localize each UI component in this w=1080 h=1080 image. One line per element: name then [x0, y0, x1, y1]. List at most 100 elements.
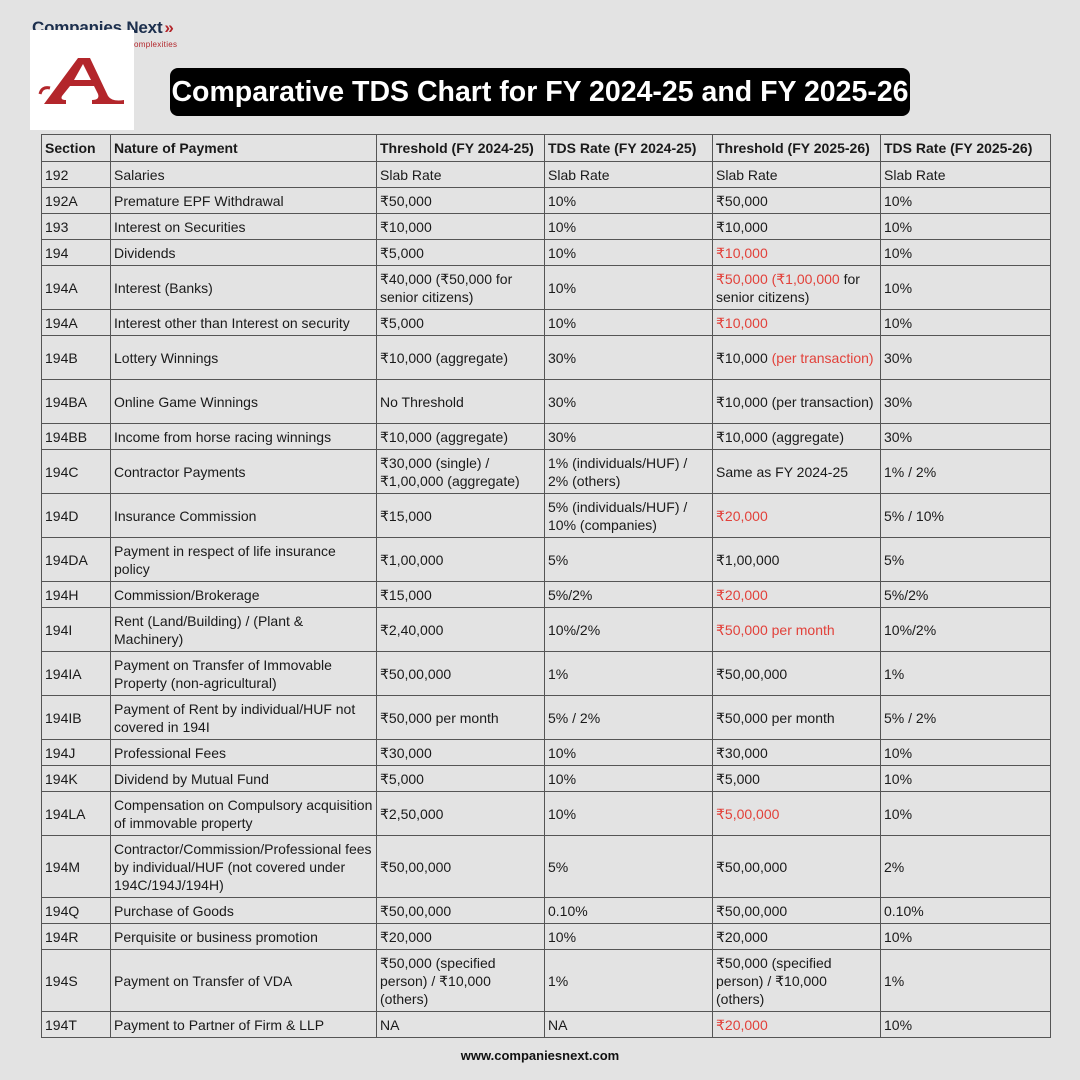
section-cell: 194A [41, 265, 111, 310]
table-row: 194BA Online Game Winnings No Threshold 30%… [41, 379, 1051, 424]
threshold-2024-cell: ₹10,000 (aggregate) [376, 423, 545, 450]
rate-2025-cell: 10% [880, 739, 1051, 766]
nature-cell: Online Game Winnings [110, 379, 377, 424]
header-threshold-2025: Threshold (FY 2025-26) [712, 134, 881, 162]
nature-cell: Insurance Commission [110, 493, 377, 538]
threshold-2024-cell: ₹50,00,000 [376, 651, 545, 696]
rate-2024-cell: 10% [544, 739, 713, 766]
nature-cell: Interest other than Interest on security [110, 309, 377, 336]
threshold-2024-cell: ₹50,000 per month [376, 695, 545, 740]
section-cell: 194C [41, 449, 111, 494]
rate-2024-cell: 10% [544, 309, 713, 336]
threshold-2025-cell: ₹50,000 (specified person) / ₹10,000 (ot… [712, 949, 881, 1012]
table-row: 194A Interest (Banks) ₹40,000 (₹50,000 for… [41, 265, 1051, 310]
threshold-2024-cell: ₹5,000 [376, 309, 545, 336]
nature-cell: Purchase of Goods [110, 897, 377, 924]
rate-2024-cell: 0.10% [544, 897, 713, 924]
nature-cell: Payment in respect of life insurance pol… [110, 537, 377, 582]
rate-2024-cell: 30% [544, 335, 713, 380]
rate-2025-cell: Slab Rate [880, 161, 1051, 188]
threshold-2025-cell: ₹30,000 [712, 739, 881, 766]
table-row: 194 Dividends ₹5,000 10% ₹10,000 10% [41, 239, 1051, 266]
threshold-2025-text: ₹50,000 per month [716, 709, 835, 726]
nature-cell: Dividends [110, 239, 377, 266]
section-cell: 194D [41, 493, 111, 538]
logo-a-icon [38, 58, 124, 104]
section-cell: 194S [41, 949, 111, 1012]
nature-cell: Payment to Partner of Firm & LLP [110, 1011, 377, 1038]
nature-cell: Interest on Securities [110, 213, 377, 240]
table-row: 193 Interest on Securities ₹10,000 10% ₹10,0… [41, 213, 1051, 240]
rate-2024-cell: 10% [544, 765, 713, 792]
nature-cell: Payment of Rent by individual/HUF not co… [110, 695, 377, 740]
rate-2025-cell: 2% [880, 835, 1051, 898]
rate-2025-cell: 10% [880, 791, 1051, 836]
logo [30, 30, 134, 130]
threshold-2025-cell: ₹50,000 per month [712, 607, 881, 652]
threshold-2025-text: ₹10,000 (aggregate) [716, 428, 844, 445]
threshold-2024-cell: ₹30,000 [376, 739, 545, 766]
rate-2024-cell: 1% [544, 949, 713, 1012]
rate-2024-cell: 10% [544, 239, 713, 266]
threshold-2025-cell: ₹20,000 [712, 1011, 881, 1038]
section-cell: 194DA [41, 537, 111, 582]
nature-cell: Salaries [110, 161, 377, 188]
threshold-2025-cell: ₹10,000 [712, 213, 881, 240]
table-row: 194J Professional Fees ₹30,000 10% ₹30,000 10… [41, 739, 1051, 766]
threshold-2025-text: ₹30,000 [716, 744, 768, 761]
threshold-2024-cell: ₹2,50,000 [376, 791, 545, 836]
threshold-2025-text: ₹50,00,000 [716, 902, 788, 919]
rate-2025-cell: 1% [880, 651, 1051, 696]
threshold-2025-text: ₹1,00,000 [716, 551, 780, 568]
threshold-2025-changed: ₹20,000 [716, 586, 768, 603]
section-cell: 194B [41, 335, 111, 380]
section-cell: 194IA [41, 651, 111, 696]
nature-cell: Professional Fees [110, 739, 377, 766]
table-row: 194T Payment to Partner of Firm & LLP NA NA… [41, 1011, 1051, 1038]
section-cell: 194R [41, 923, 111, 950]
table-header-row: Section Nature of Payment Threshold (FY … [41, 134, 1051, 162]
table-row: 194A Interest other than Interest on secu… [41, 309, 1051, 336]
rate-2024-cell: 1% (individuals/HUF) / 2% (others) [544, 449, 713, 494]
brand-tagline: omplexities [134, 40, 178, 49]
threshold-2025-cell: ₹20,000 [712, 581, 881, 608]
header-threshold-2024: Threshold (FY 2024-25) [376, 134, 545, 162]
threshold-2024-cell: ₹10,000 [376, 213, 545, 240]
rate-2024-cell: 5% [544, 537, 713, 582]
threshold-2024-cell: ₹50,00,000 [376, 897, 545, 924]
nature-cell: Premature EPF Withdrawal [110, 187, 377, 214]
section-cell: 194J [41, 739, 111, 766]
header-nature: Nature of Payment [110, 134, 377, 162]
section-cell: 194I [41, 607, 111, 652]
section-cell: 194 [41, 239, 111, 266]
table-row: 194Q Purchase of Goods ₹50,00,000 0.10% ₹50,… [41, 897, 1051, 924]
section-cell: 194M [41, 835, 111, 898]
threshold-2025-changed: ₹50,000 (₹1,00,000 [716, 270, 840, 287]
nature-cell: Income from horse racing winnings [110, 423, 377, 450]
table-row: 194R Perquisite or business promotion ₹20,… [41, 923, 1051, 950]
rate-2024-cell: 5% (individuals/HUF) / 10% (companies) [544, 493, 713, 538]
threshold-2024-cell: ₹50,00,000 [376, 835, 545, 898]
threshold-2024-cell: NA [376, 1011, 545, 1038]
nature-cell: Interest (Banks) [110, 265, 377, 310]
table-row: 194LA Compensation on Compulsory acquisit… [41, 791, 1051, 836]
rate-2024-cell: 30% [544, 379, 713, 424]
rate-2024-cell: 10% [544, 187, 713, 214]
rate-2025-cell: 5% / 10% [880, 493, 1051, 538]
table-row: 194C Contractor Payments ₹30,000 (single) … [41, 449, 1051, 494]
rate-2024-cell: 30% [544, 423, 713, 450]
rate-2025-cell: 30% [880, 423, 1051, 450]
header-rate-2025: TDS Rate (FY 2025-26) [880, 134, 1051, 162]
rate-2025-cell: 10% [880, 1011, 1051, 1038]
threshold-2025-cell: ₹50,000 (₹1,00,000 for senior citizens) [712, 265, 881, 310]
threshold-2025-text-tail: for senior citizens) [716, 270, 860, 305]
threshold-2025-changed: ₹5,00,000 [716, 805, 780, 822]
header-section: Section [41, 134, 111, 162]
table-row: 194IA Payment on Transfer of Immovable Pr… [41, 651, 1051, 696]
rate-2024-cell: 1% [544, 651, 713, 696]
rate-2024-cell: 5% / 2% [544, 695, 713, 740]
chevron-icon: » [164, 18, 174, 37]
threshold-2025-text: ₹50,00,000 [716, 858, 788, 875]
threshold-2025-text: ₹20,000 [716, 928, 768, 945]
rate-2025-cell: 10% [880, 265, 1051, 310]
